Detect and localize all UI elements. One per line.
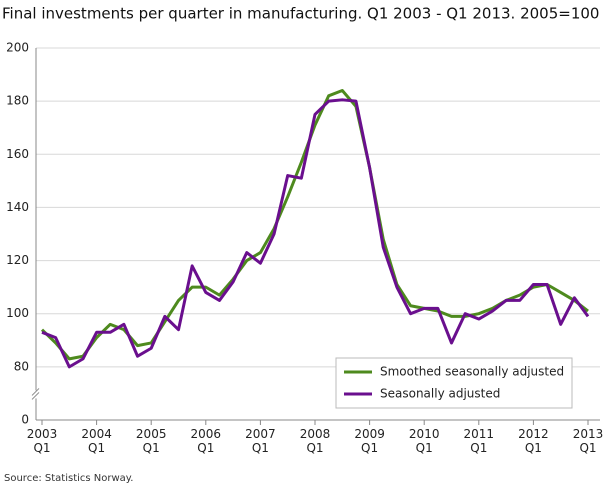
- legend-label: Seasonally adjusted: [380, 387, 500, 401]
- axis-break-gap: [31, 390, 41, 399]
- x-tick-label: 2012 Q1: [518, 427, 549, 455]
- x-tick-label: 2009 Q1: [354, 427, 385, 455]
- y-tick-label: 100: [6, 306, 29, 320]
- legend-box: [335, 357, 573, 409]
- y-tick-label: 140: [6, 200, 29, 214]
- y-tick-label: 200: [6, 41, 29, 55]
- series-line: [41, 98, 590, 369]
- chart-title: Final investments per quarter in manufac…: [2, 5, 599, 23]
- x-tick-label: 2010 Q1: [409, 427, 440, 455]
- x-tick-label: 2008 Q1: [300, 427, 331, 455]
- x-tick-label: 2003 Q1: [27, 427, 58, 455]
- axis-break: [31, 388, 40, 396]
- y-tick-label: 160: [6, 147, 29, 161]
- x-tick-label: 2013 Q1: [573, 427, 604, 455]
- x-tick-label: 2006 Q1: [191, 427, 222, 455]
- legend-label: Smoothed seasonally adjusted: [380, 365, 564, 379]
- series-line: [40, 89, 589, 361]
- y-tick-label: 0: [21, 413, 29, 427]
- x-tick-label: 2011 Q1: [464, 427, 495, 455]
- x-tick-label: 2005 Q1: [136, 427, 167, 455]
- y-tick-label: 180: [6, 94, 29, 108]
- source: Source: Statistics Norway.: [4, 473, 133, 484]
- y-tick-label: 80: [14, 359, 29, 373]
- y-tick-label: 120: [6, 253, 29, 267]
- x-tick-label: 2004 Q1: [81, 427, 112, 455]
- x-tick-label: 2007 Q1: [245, 427, 276, 455]
- axis-break: [31, 392, 40, 400]
